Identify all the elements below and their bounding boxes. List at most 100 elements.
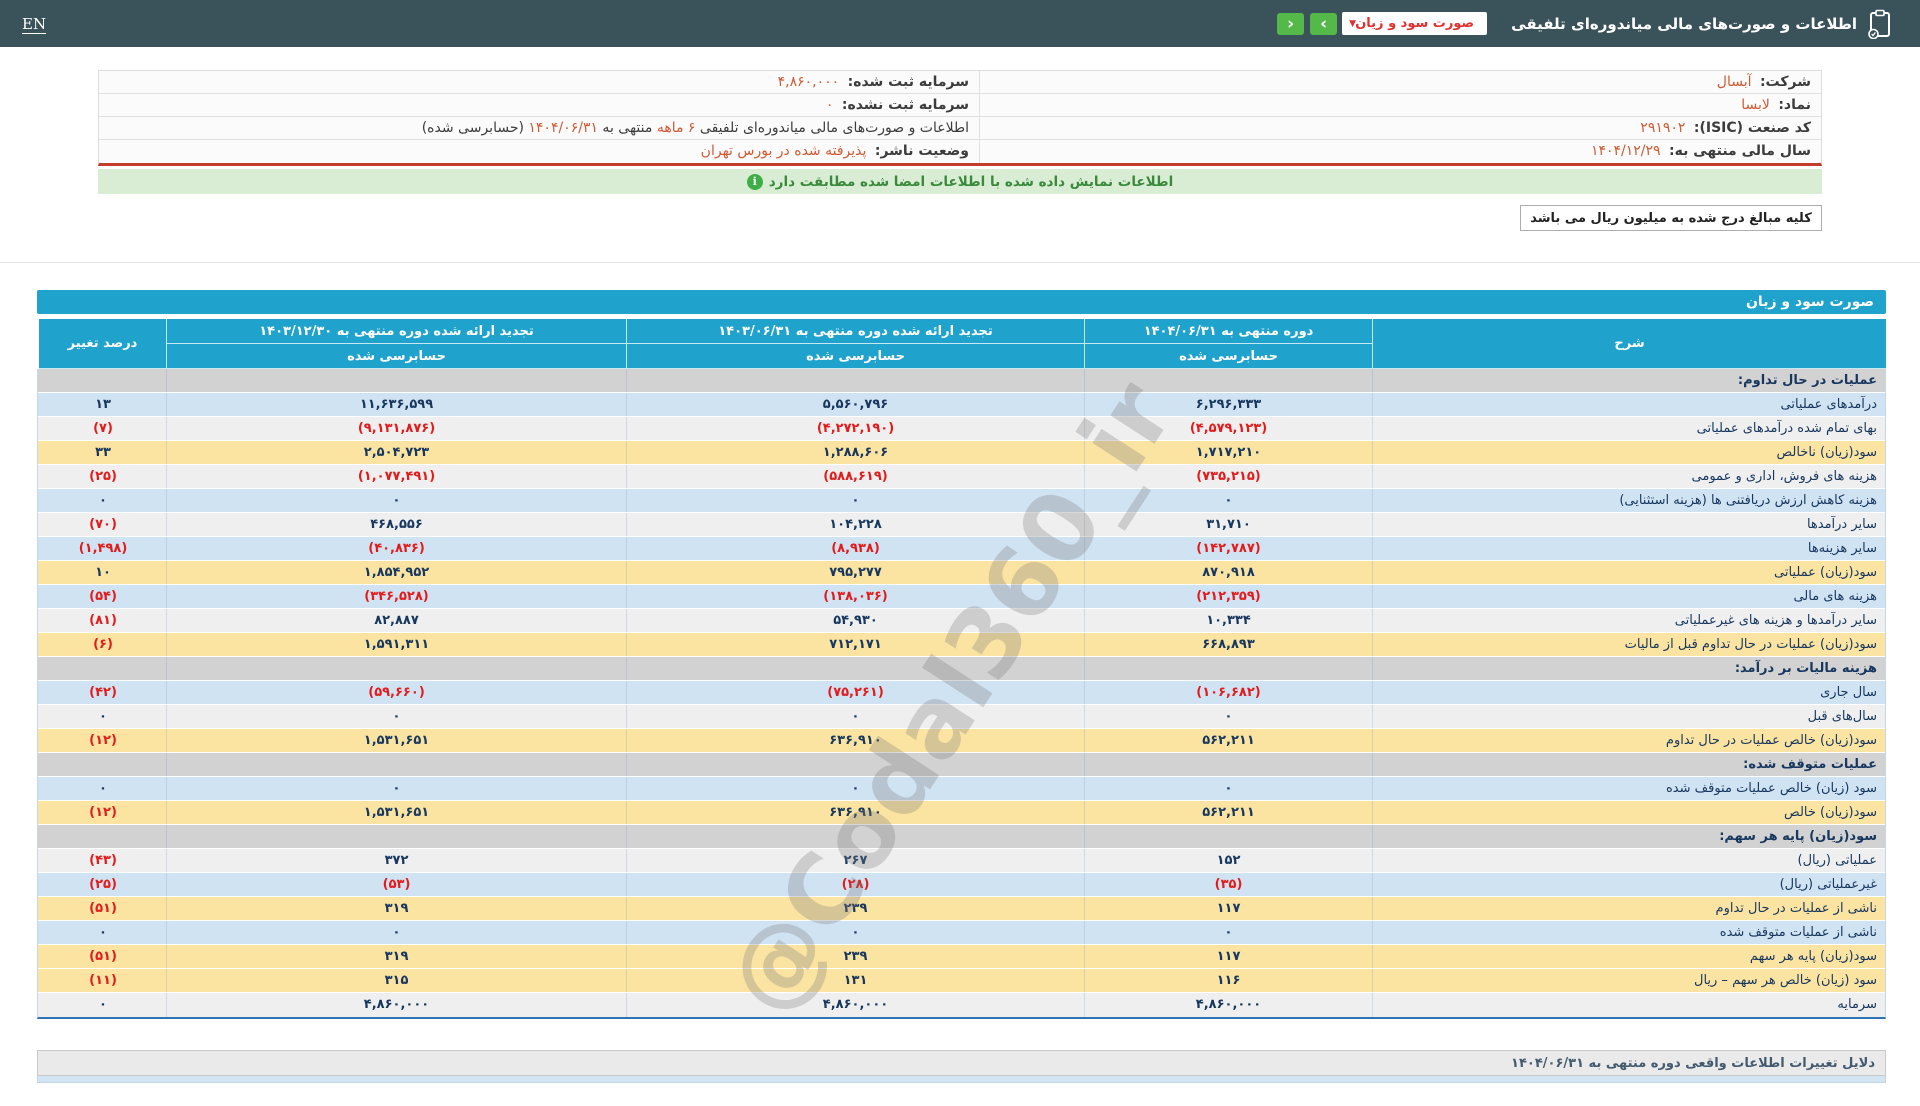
cell-restated-annual: ۳۱۹: [166, 945, 626, 968]
cell-restated-annual: ۲,۵۰۴,۷۲۳: [166, 441, 626, 464]
row-label: ناشی از عملیات در حال تداوم: [1372, 897, 1885, 920]
cell-current-period: ۶۶۸,۸۹۳: [1084, 633, 1372, 656]
report-length-segment: ۶ ماهه: [656, 120, 696, 136]
cell-restated-halfyear: ۵,۵۶۰,۷۹۶: [626, 393, 1084, 416]
row-label: سرمایه: [1372, 993, 1885, 1017]
cell-restated-halfyear: (۴,۲۷۲,۱۹۰): [626, 417, 1084, 440]
cell-restated-annual: [166, 753, 626, 776]
cell-current-period: ۴,۸۶۰,۰۰۰: [1084, 993, 1372, 1017]
row-label: سایر درآمدها: [1372, 513, 1885, 536]
page-title: اطلاعات و صورت‌های مالی میاندوره‌ای تلفی…: [1511, 14, 1857, 33]
cell-change-percent: ۰: [99, 781, 107, 796]
table-row: عملیات در حال تداوم:: [38, 369, 1885, 393]
statement-type-value: صورت سود و زیان: [1355, 16, 1475, 31]
row-label: سود(زیان) پایه هر سهم: [1372, 945, 1885, 968]
cell-current-period: [1084, 825, 1372, 848]
row-label: غیرعملیاتی (ریال): [1372, 873, 1885, 896]
cell-restated-annual: [166, 369, 626, 392]
row-label: سود(زیان) خالص: [1372, 801, 1885, 824]
symbol-value: لابسا: [1741, 97, 1770, 113]
info-row: سال مالی منتهی به: ۱۴۰۴/۱۲/۲۹ وضعیت ناشر…: [99, 140, 1821, 163]
language-switch-link[interactable]: EN: [22, 14, 47, 33]
cell-change-percent: (۴۲): [89, 685, 117, 700]
next-statement-button[interactable]: ›: [1310, 12, 1338, 35]
cell-restated-halfyear: (۸,۹۳۸): [626, 537, 1084, 560]
cell-restated-annual: ۳۱۹: [166, 897, 626, 920]
notice-text: اطلاعات نمایش داده شده با اطلاعات امضا ش…: [768, 173, 1174, 190]
cell-restated-annual: ۸۲,۸۸۷: [166, 609, 626, 632]
prev-statement-button[interactable]: ‹: [1277, 12, 1305, 35]
row-label: درآمدهای عملیاتی: [1372, 393, 1885, 416]
report-ending-segment: منتهی به: [597, 120, 653, 136]
cell-change-percent: ۱۳: [95, 397, 111, 412]
cell-restated-annual: (۵۹,۶۶۰): [166, 681, 626, 704]
chevron-down-icon: ▼: [1349, 18, 1357, 29]
currency-unit-note: کلیه مبالغ درج شده به میلیون ریال می باش…: [1520, 205, 1822, 231]
cell-current-period: [1084, 657, 1372, 680]
cell-change-percent: (۷): [93, 421, 113, 436]
cell-restated-annual: ۱,۵۳۱,۶۵۱: [166, 801, 626, 824]
row-label: هزینه مالیات بر درآمد:: [1372, 657, 1885, 680]
info-row: کد صنعت (ISIC): ۲۹۱۹۰۲ اطلاعات و صورت‌ها…: [99, 117, 1821, 140]
unregistered-capital-value: ۰: [825, 97, 834, 113]
income-statement-section: صورت سود و زیان شرح دوره منتهی به ۱۴۰۴/۰…: [37, 290, 1886, 1034]
table-row: سود(زیان) پایه هر سهم ۱۱۷ ۲۳۹ ۳۱۹ (۵۱): [38, 945, 1885, 969]
table-row: سود(زیان) خالص ۵۶۲,۲۱۱ ۶۳۶,۹۱۰ ۱,۵۳۱,۶۵۱…: [38, 801, 1885, 825]
cell-restated-annual: (۹,۱۳۱,۸۷۶): [166, 417, 626, 440]
cell-restated-annual: (۴۰,۸۳۶): [166, 537, 626, 560]
cell-restated-halfyear: ۰: [626, 777, 1084, 800]
statement-type-select[interactable]: صورت سود و زیان ▼: [1342, 12, 1488, 35]
cell-current-period: ۱۰,۳۳۴: [1084, 609, 1372, 632]
cell-restated-annual: [166, 825, 626, 848]
issuer-status-field: وضعیت ناشر: پذیرفته شده در بورس تهران: [99, 140, 979, 163]
row-label: ناشی از عملیات متوقف شده: [1372, 921, 1885, 944]
cell-restated-halfyear: (۷۵,۲۶۱): [626, 681, 1084, 704]
row-label: عملیاتی (ریال): [1372, 849, 1885, 872]
isic-code-label: کد صنعت (ISIC):: [1693, 120, 1811, 136]
cell-change-percent: [40, 369, 166, 392]
info-row: نماد: لابسا سرمایه ثبت نشده: ۰: [99, 94, 1821, 117]
registered-capital-field: سرمایه ثبت شده: ۴,۸۶۰,۰۰۰: [99, 71, 979, 93]
table-row: هزینه های فروش، اداری و عمومی (۷۳۵,۲۱۵) …: [38, 465, 1885, 489]
row-label: سود(زیان) خالص عملیات در حال تداوم: [1372, 729, 1885, 752]
header-change-percent: درصد تغییر: [39, 319, 166, 369]
cell-change-percent: ۳۳: [95, 445, 111, 460]
cell-restated-halfyear: ۰: [626, 921, 1084, 944]
cell-restated-halfyear: ۶۳۶,۹۱۰: [626, 729, 1084, 752]
table-row: سایر درآمدها و هزینه های غیرعملیاتی ۱۰,۳…: [38, 609, 1885, 633]
table-row: ناشی از عملیات در حال تداوم ۱۱۷ ۲۳۹ ۳۱۹ …: [38, 897, 1885, 921]
cell-change-percent: (۵۱): [89, 901, 117, 916]
cell-restated-annual: ۱,۵۹۱,۳۱۱: [166, 633, 626, 656]
cell-change-percent: ۰: [99, 709, 107, 724]
cell-current-period: (۷۳۵,۲۱۵): [1084, 465, 1372, 488]
cell-restated-halfyear: ۷۱۲,۱۷۱: [626, 633, 1084, 656]
table-row: درآمدهای عملیاتی ۶,۲۹۶,۳۳۳ ۵,۵۶۰,۷۹۶ ۱۱,…: [38, 393, 1885, 417]
table-row: سرمایه ۴,۸۶۰,۰۰۰ ۴,۸۶۰,۰۰۰ ۴,۸۶۰,۰۰۰ ۰: [38, 993, 1885, 1017]
cell-restated-annual: ۰: [166, 489, 626, 512]
issuer-status-value: پذیرفته شده در بورس تهران: [700, 143, 867, 159]
cell-restated-halfyear: ۲۳۹: [626, 945, 1084, 968]
registered-capital-value: ۴,۸۶۰,۰۰۰: [777, 74, 840, 90]
cell-current-period: ۵۶۲,۲۱۱: [1084, 729, 1372, 752]
statement-table-header: شرح دوره منتهی به ۱۴۰۴/۰۶/۳۱ تجدید ارائه…: [37, 319, 1886, 369]
row-label: هزینه های فروش، اداری و عمومی: [1372, 465, 1885, 488]
cell-current-period: ۱۵۲: [1084, 849, 1372, 872]
cell-current-period: ۰: [1084, 489, 1372, 512]
clipboard-icon: [1867, 9, 1893, 39]
cell-restated-annual: ۳۷۲: [166, 849, 626, 872]
table-row: سود(زیان) خالص عملیات در حال تداوم ۵۶۲,۲…: [38, 729, 1885, 753]
table-row: سال‌های قبل ۰ ۰ ۰ ۰: [38, 705, 1885, 729]
report-audited-segment: (حسابرسی شده): [421, 120, 524, 136]
row-label: سایر هزینه‌ها: [1372, 537, 1885, 560]
row-label: بهای تمام شده درآمدهای عملیاتی: [1372, 417, 1885, 440]
report-date-segment: ۱۴۰۴/۰۶/۳۱: [528, 120, 598, 136]
row-label: سود (زیان) خالص هر سهم – ریال: [1372, 969, 1885, 992]
header-current-period: دوره منتهی به ۱۴۰۴/۰۶/۳۱: [1084, 319, 1372, 344]
cell-change-percent: (۱۲): [89, 805, 117, 820]
cell-change-percent: (۲۵): [89, 877, 117, 892]
cell-restated-annual: [166, 657, 626, 680]
cell-change-percent: ۰: [99, 925, 107, 940]
cell-restated-annual: ۴۶۸,۵۵۶: [166, 513, 626, 536]
cell-current-period: [1084, 369, 1372, 392]
cell-restated-annual: ۴,۸۶۰,۰۰۰: [166, 993, 626, 1017]
